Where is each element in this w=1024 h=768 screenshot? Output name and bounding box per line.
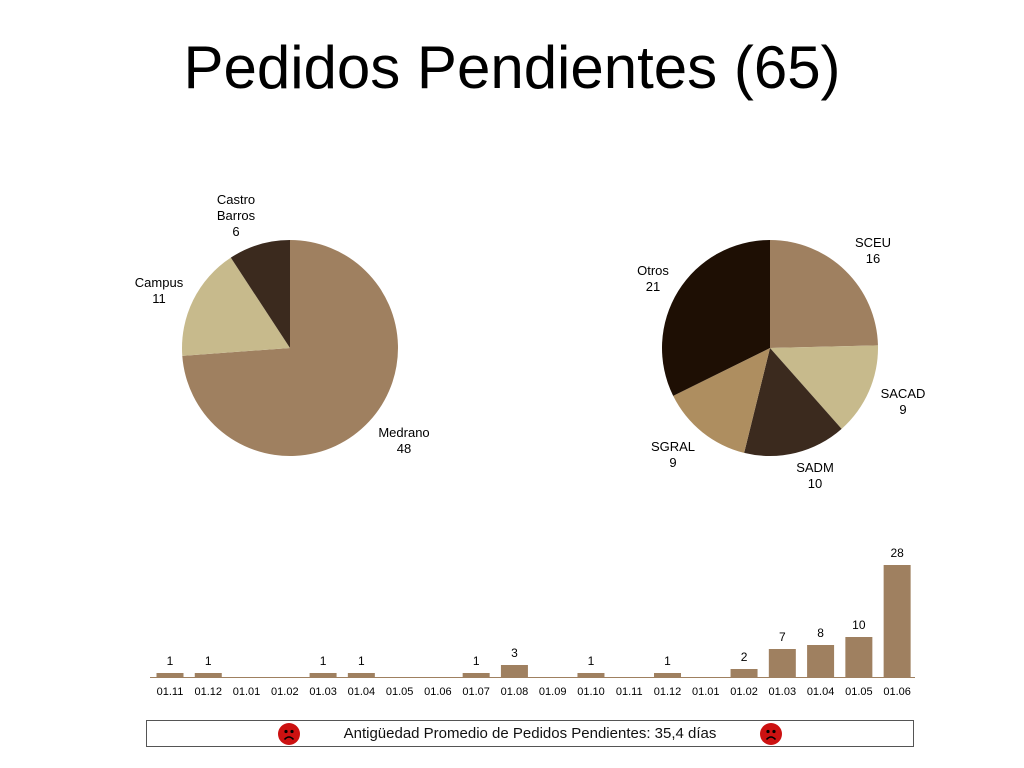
x-tick-label: 01.05 — [386, 686, 414, 698]
bar-value-label: 10 — [852, 618, 866, 632]
pie-slice-medrano — [182, 240, 398, 456]
sad-face-icon — [760, 723, 782, 745]
bar-value-label: 2 — [741, 650, 748, 664]
bar-value-label: 1 — [320, 654, 327, 668]
x-tick-label: 01.07 — [462, 686, 490, 698]
bar — [807, 645, 835, 677]
pie-label-castro-barros: Castro Barros 6 — [217, 192, 256, 239]
x-tick-label: 01.09 — [539, 686, 567, 698]
x-tick-label: 01.06 — [883, 686, 911, 698]
bar-value-label: 8 — [817, 626, 824, 640]
pie-slice-sceu — [770, 240, 878, 348]
bar — [462, 673, 490, 677]
x-tick-label: 01.11 — [157, 686, 184, 698]
bar — [194, 673, 222, 677]
bar-value-label: 7 — [779, 630, 786, 644]
bar-value-label: 1 — [358, 654, 365, 668]
x-tick-label: 01.01 — [692, 686, 720, 698]
x-tick-label: 01.04 — [807, 686, 835, 698]
bar-value-label: 1 — [473, 654, 480, 668]
bar — [768, 649, 796, 677]
x-tick-label: 01.03 — [309, 686, 337, 698]
footer-summary-box: Antigüedad Promedio de Pedidos Pendiente… — [146, 720, 914, 747]
bar-value-label: 3 — [511, 646, 518, 660]
bar — [883, 565, 911, 677]
x-tick-label: 01.12 — [654, 686, 682, 698]
x-tick-label: 01.03 — [769, 686, 797, 698]
page-title: Pedidos Pendientes (65) — [183, 34, 841, 101]
bar — [156, 673, 184, 677]
bar — [654, 673, 682, 677]
x-tick-label: 01.06 — [424, 686, 452, 698]
pie-slice-sacad — [770, 345, 878, 429]
pie-label-otros: Otros 21 — [637, 263, 669, 294]
x-tick-label: 01.05 — [845, 686, 873, 698]
x-tick-label: 01.02 — [271, 686, 299, 698]
bar-value-label: 1 — [205, 654, 212, 668]
pie-slice-otros — [662, 240, 770, 396]
pie-label-sacad: SACAD 9 — [881, 386, 926, 417]
pie-slice-castro-barros — [230, 240, 290, 348]
bar — [309, 673, 337, 677]
sad-face-icon — [278, 723, 300, 745]
x-tick-label: 01.02 — [730, 686, 758, 698]
pie-label-campus: Campus 11 — [135, 275, 184, 306]
x-tick-label: 01.12 — [195, 686, 223, 698]
bar — [347, 673, 375, 677]
x-tick-label: 01.01 — [233, 686, 261, 698]
pie-label-medrano: Medrano 48 — [378, 425, 429, 456]
x-tick-label: 01.11 — [616, 686, 643, 698]
x-tick-label: 01.10 — [577, 686, 605, 698]
footer-summary-text: Antigüedad Promedio de Pedidos Pendiente… — [343, 725, 717, 742]
pie-slice-sgral — [673, 348, 770, 453]
pie-slice-sadm — [744, 348, 842, 456]
bar-value-label: 1 — [664, 654, 671, 668]
pie-label-sceu: SCEU 16 — [855, 235, 891, 266]
bar-value-label: 1 — [588, 654, 595, 668]
bar-value-label: 28 — [890, 546, 904, 560]
bar — [730, 669, 758, 677]
bar — [577, 673, 605, 677]
bar — [500, 665, 528, 677]
x-tick-label: 01.08 — [501, 686, 529, 698]
bar — [845, 637, 873, 677]
pie-slice-campus — [182, 257, 290, 356]
x-tick-label: 01.04 — [348, 686, 376, 698]
bar-value-label: 1 — [167, 654, 174, 668]
pie-label-sadm: SADM 10 — [796, 460, 834, 491]
pie-label-sgral: SGRAL 9 — [651, 439, 695, 470]
